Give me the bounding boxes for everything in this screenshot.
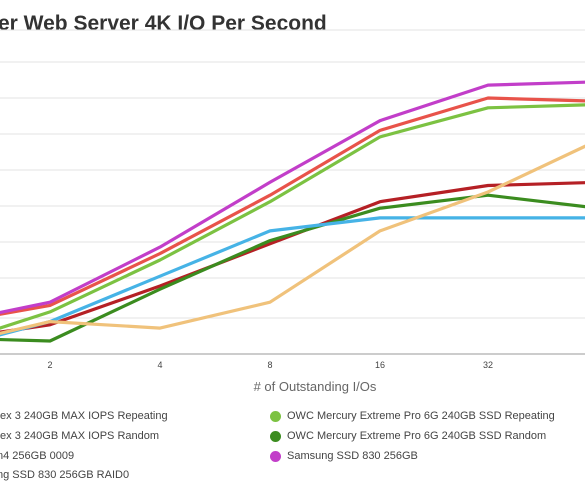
x-tick-label: 16 (375, 360, 385, 370)
legend-item: tex 3 240GB MAX IOPS Random (0, 428, 159, 444)
legend-item: Samsung SSD 830 256GB (270, 448, 418, 464)
series-line-0 (0, 96, 585, 316)
legend-label: OWC Mercury Extreme Pro 6G 240GB SSD Ran… (287, 430, 547, 442)
legend-label: OWC Mercury Extreme Pro 6G 240GB SSD Rep… (287, 410, 555, 422)
legend-label: tex 3 240GB MAX IOPS Random (0, 430, 160, 442)
legend-label: ng SSD 830 256GB RAID0 (0, 469, 130, 481)
x-axis: 2 4 8 16 32 (47, 360, 493, 370)
legend-item: tex 3 240GB MAX IOPS Repeating (0, 408, 168, 424)
series-line-5 (0, 80, 585, 315)
legend-item: n4 256GB 0009 (0, 448, 74, 464)
series-line-2 (0, 181, 585, 334)
series-line-1 (0, 103, 585, 330)
series-line-6 (0, 144, 585, 336)
x-axis-label: # of Outstanding I/Os (254, 379, 377, 394)
x-tick-label: 32 (483, 360, 493, 370)
legend-label: n4 256GB 0009 (0, 450, 75, 462)
legend-item: ng SSD 830 256GB RAID0 (0, 467, 129, 483)
x-tick-label: 2 (47, 360, 52, 370)
series-lines (0, 80, 585, 343)
chart-title: er Web Server 4K I/O Per Second (0, 12, 327, 35)
x-tick-label: 8 (267, 360, 272, 370)
series-line-3 (0, 193, 585, 343)
legend-item: OWC Mercury Extreme Pro 6G 240GB SSD Rep… (270, 408, 555, 424)
legend-label: Samsung SSD 830 256GB (287, 450, 418, 462)
legend-label: tex 3 240GB MAX IOPS Repeating (0, 410, 168, 422)
legend-swatch (270, 430, 281, 442)
legend-item: OWC Mercury Extreme Pro 6G 240GB SSD Ran… (270, 428, 546, 444)
legend-swatch (270, 450, 281, 462)
legend-swatch (270, 410, 281, 422)
x-tick-label: 4 (157, 360, 162, 370)
